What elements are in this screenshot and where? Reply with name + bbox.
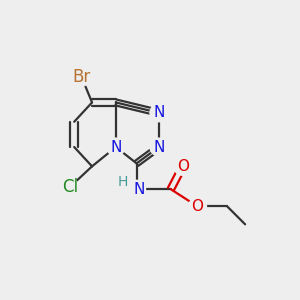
Circle shape — [189, 198, 206, 215]
Text: H: H — [118, 175, 128, 189]
Circle shape — [61, 178, 79, 196]
Circle shape — [107, 138, 125, 156]
Circle shape — [128, 180, 146, 198]
Circle shape — [150, 138, 168, 156]
Circle shape — [174, 158, 192, 175]
Text: N: N — [153, 105, 165, 120]
Text: N: N — [153, 140, 165, 154]
Text: O: O — [192, 199, 204, 214]
Circle shape — [73, 68, 91, 86]
Text: N: N — [110, 140, 122, 154]
Circle shape — [150, 104, 168, 122]
Text: Br: Br — [73, 68, 91, 86]
Text: O: O — [177, 159, 189, 174]
Text: N: N — [134, 182, 145, 197]
Text: Cl: Cl — [62, 178, 78, 196]
